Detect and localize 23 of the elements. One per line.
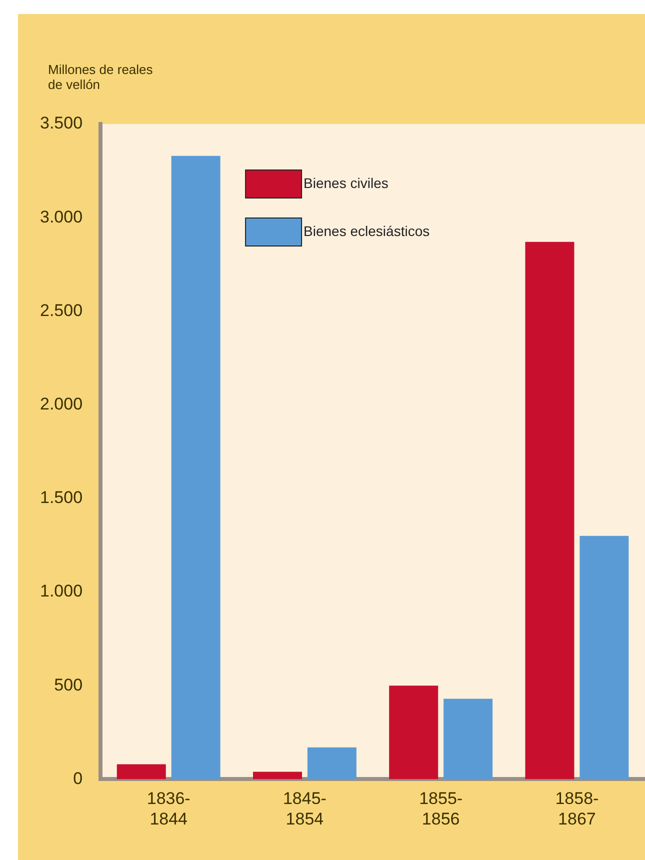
x-tick-label: 1858-1867 [555,789,599,828]
bar [252,772,302,780]
bar [307,747,356,780]
y-tick-label: 1.000 [40,582,83,601]
y-tick-label: 3.000 [40,207,83,226]
legend-label: Bienes civiles [304,174,388,191]
bar [116,764,166,780]
bar [389,686,438,780]
bar [580,536,629,780]
y-tick-label: 500 [54,675,83,694]
legend-label: Bienes eclesiásticos [304,222,430,239]
x-tick-label: 1855-1856 [419,789,463,828]
y-tick-label: 1.500 [40,488,83,508]
bar [171,156,220,780]
bar [444,698,493,780]
y-tick-label: 3.500 [40,114,83,133]
bar [525,242,574,780]
y-tick-label: 0 [73,768,83,788]
y-axis-title: Millones de reales de vellón [48,62,154,92]
x-tick-label: 1836-1844 [146,789,190,828]
x-tick-label: 1845-1854 [282,789,326,828]
y-tick-label: 2.500 [40,300,83,320]
y-tick-label: 2.000 [40,394,83,414]
